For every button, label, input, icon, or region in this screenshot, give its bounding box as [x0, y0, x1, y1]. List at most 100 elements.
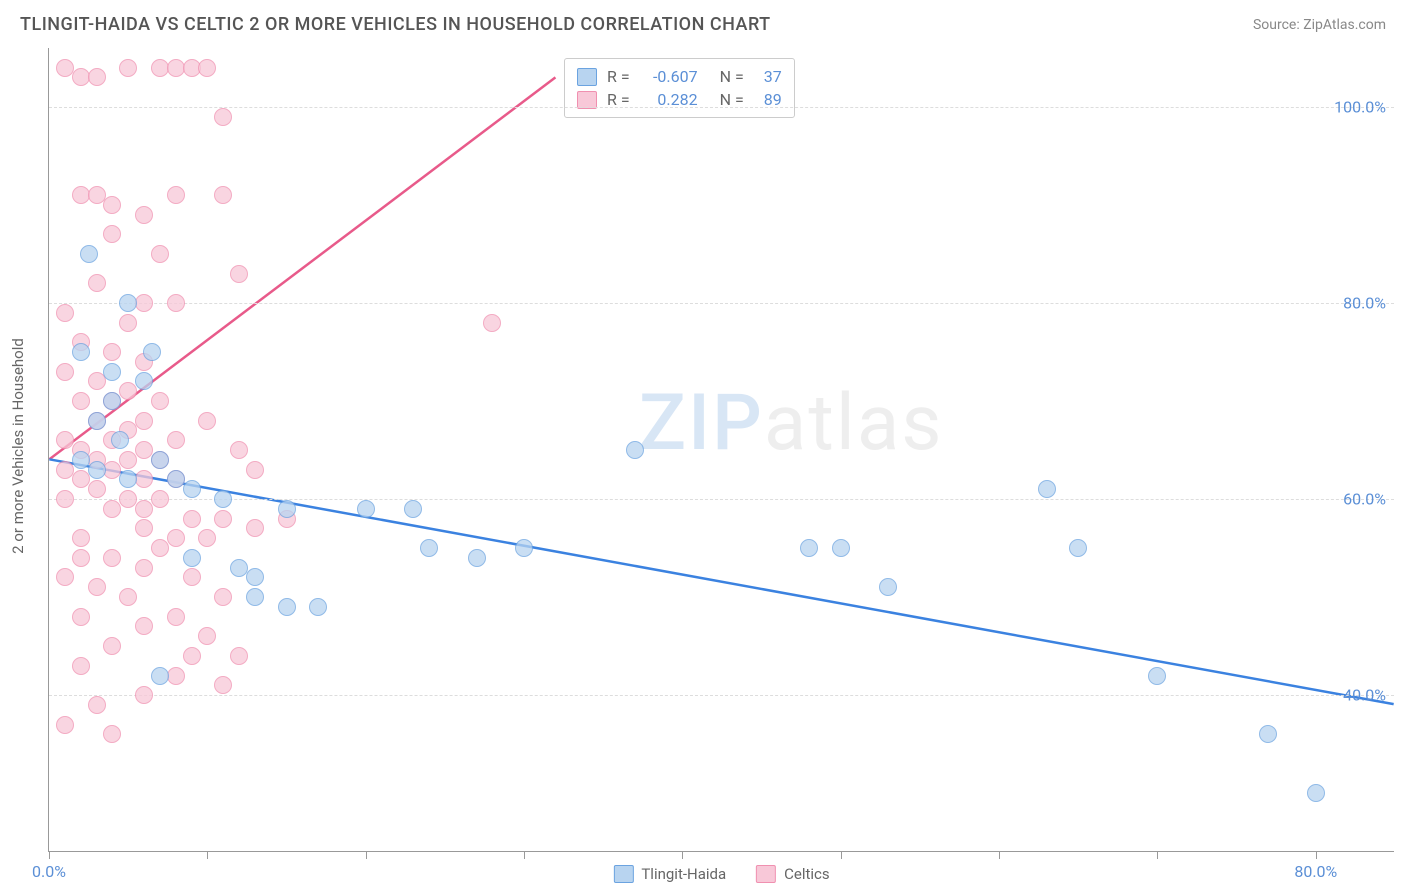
- data-point: [420, 539, 438, 557]
- data-point: [135, 412, 153, 430]
- data-point: [151, 245, 169, 263]
- data-point: [183, 549, 201, 567]
- watermark: ZIPatlas: [639, 378, 944, 469]
- watermark-atlas: atlas: [764, 378, 944, 469]
- data-point: [246, 568, 264, 586]
- data-point: [56, 304, 74, 322]
- data-point: [56, 363, 74, 381]
- data-point: [135, 559, 153, 577]
- data-point: [119, 59, 137, 77]
- data-point: [404, 500, 422, 518]
- data-point: [103, 500, 121, 518]
- y-tick-label: 80.0%: [1343, 293, 1386, 312]
- data-point: [198, 412, 216, 430]
- data-point: [1069, 539, 1087, 557]
- data-point: [246, 461, 264, 479]
- stats-r-value: -0.607: [640, 67, 698, 86]
- data-point: [1259, 725, 1277, 743]
- data-point: [151, 539, 169, 557]
- x-tick: [524, 851, 525, 859]
- y-axis-label: 2 or more Vehicles in Household: [9, 338, 27, 554]
- data-point: [103, 637, 121, 655]
- trend-line-pink: [49, 77, 555, 459]
- scatter-chart: ZIPatlas R =-0.607N =37R =0.282N =89 Tli…: [48, 48, 1394, 852]
- data-point: [72, 657, 90, 675]
- stats-n-label: N =: [720, 67, 744, 86]
- x-tick: [1157, 851, 1158, 859]
- data-point: [183, 568, 201, 586]
- data-point: [468, 549, 486, 567]
- data-point: [103, 725, 121, 743]
- y-tick-label: 100.0%: [1334, 97, 1386, 116]
- stats-n-value: 37: [754, 67, 782, 86]
- data-point: [88, 68, 106, 86]
- data-point: [214, 676, 232, 694]
- x-tick: [366, 851, 367, 859]
- data-point: [103, 392, 121, 410]
- chart-title: TLINGIT-HAIDA VS CELTIC 2 OR MORE VEHICL…: [20, 14, 771, 35]
- data-point: [357, 500, 375, 518]
- legend-label: Tlingit-Haida: [641, 865, 726, 883]
- x-tick: [841, 851, 842, 859]
- data-point: [88, 578, 106, 596]
- data-point: [230, 441, 248, 459]
- data-point: [135, 686, 153, 704]
- data-point: [183, 480, 201, 498]
- data-point: [88, 274, 106, 292]
- data-point: [198, 627, 216, 645]
- data-point: [80, 245, 98, 263]
- stats-swatch-pink: [577, 91, 597, 109]
- data-point: [167, 294, 185, 312]
- data-point: [214, 186, 232, 204]
- data-point: [230, 265, 248, 283]
- data-point: [103, 343, 121, 361]
- data-point: [103, 225, 121, 243]
- data-point: [135, 617, 153, 635]
- data-point: [167, 529, 185, 547]
- data-point: [135, 294, 153, 312]
- y-tick-label: 40.0%: [1343, 686, 1386, 705]
- data-point: [278, 500, 296, 518]
- data-point: [151, 451, 169, 469]
- stats-box: R =-0.607N =37R =0.282N =89: [564, 58, 795, 118]
- legend-item: Celtics: [756, 865, 830, 883]
- legend-item: Tlingit-Haida: [613, 865, 726, 883]
- legend-label: Celtics: [784, 865, 830, 883]
- data-point: [88, 480, 106, 498]
- data-point: [103, 363, 121, 381]
- x-tick-label: 0.0%: [32, 862, 66, 881]
- data-point: [167, 186, 185, 204]
- stats-r-label: R =: [607, 67, 630, 86]
- data-point: [214, 490, 232, 508]
- data-point: [135, 470, 153, 488]
- data-point: [135, 372, 153, 390]
- data-point: [135, 206, 153, 224]
- trend-lines: [49, 48, 1394, 851]
- data-point: [832, 539, 850, 557]
- data-point: [72, 608, 90, 626]
- data-point: [88, 412, 106, 430]
- x-tick: [1316, 851, 1317, 859]
- data-point: [309, 598, 327, 616]
- data-point: [167, 431, 185, 449]
- data-point: [246, 519, 264, 537]
- source-label: Source: ZipAtlas.com: [1253, 17, 1386, 33]
- data-point: [56, 568, 74, 586]
- data-point: [72, 343, 90, 361]
- x-tick-label: 80.0%: [1294, 862, 1337, 881]
- data-point: [72, 549, 90, 567]
- data-point: [119, 382, 137, 400]
- legend-swatch-blue: [613, 865, 633, 883]
- legend: Tlingit-Haida Celtics: [613, 865, 829, 883]
- data-point: [246, 588, 264, 606]
- data-point: [56, 716, 74, 734]
- stats-swatch-blue: [577, 68, 597, 86]
- data-point: [1148, 667, 1166, 685]
- gridline: [49, 499, 1394, 500]
- x-tick: [999, 851, 1000, 859]
- data-point: [879, 578, 897, 596]
- x-tick: [207, 851, 208, 859]
- data-point: [183, 510, 201, 528]
- data-point: [119, 588, 137, 606]
- data-point: [214, 510, 232, 528]
